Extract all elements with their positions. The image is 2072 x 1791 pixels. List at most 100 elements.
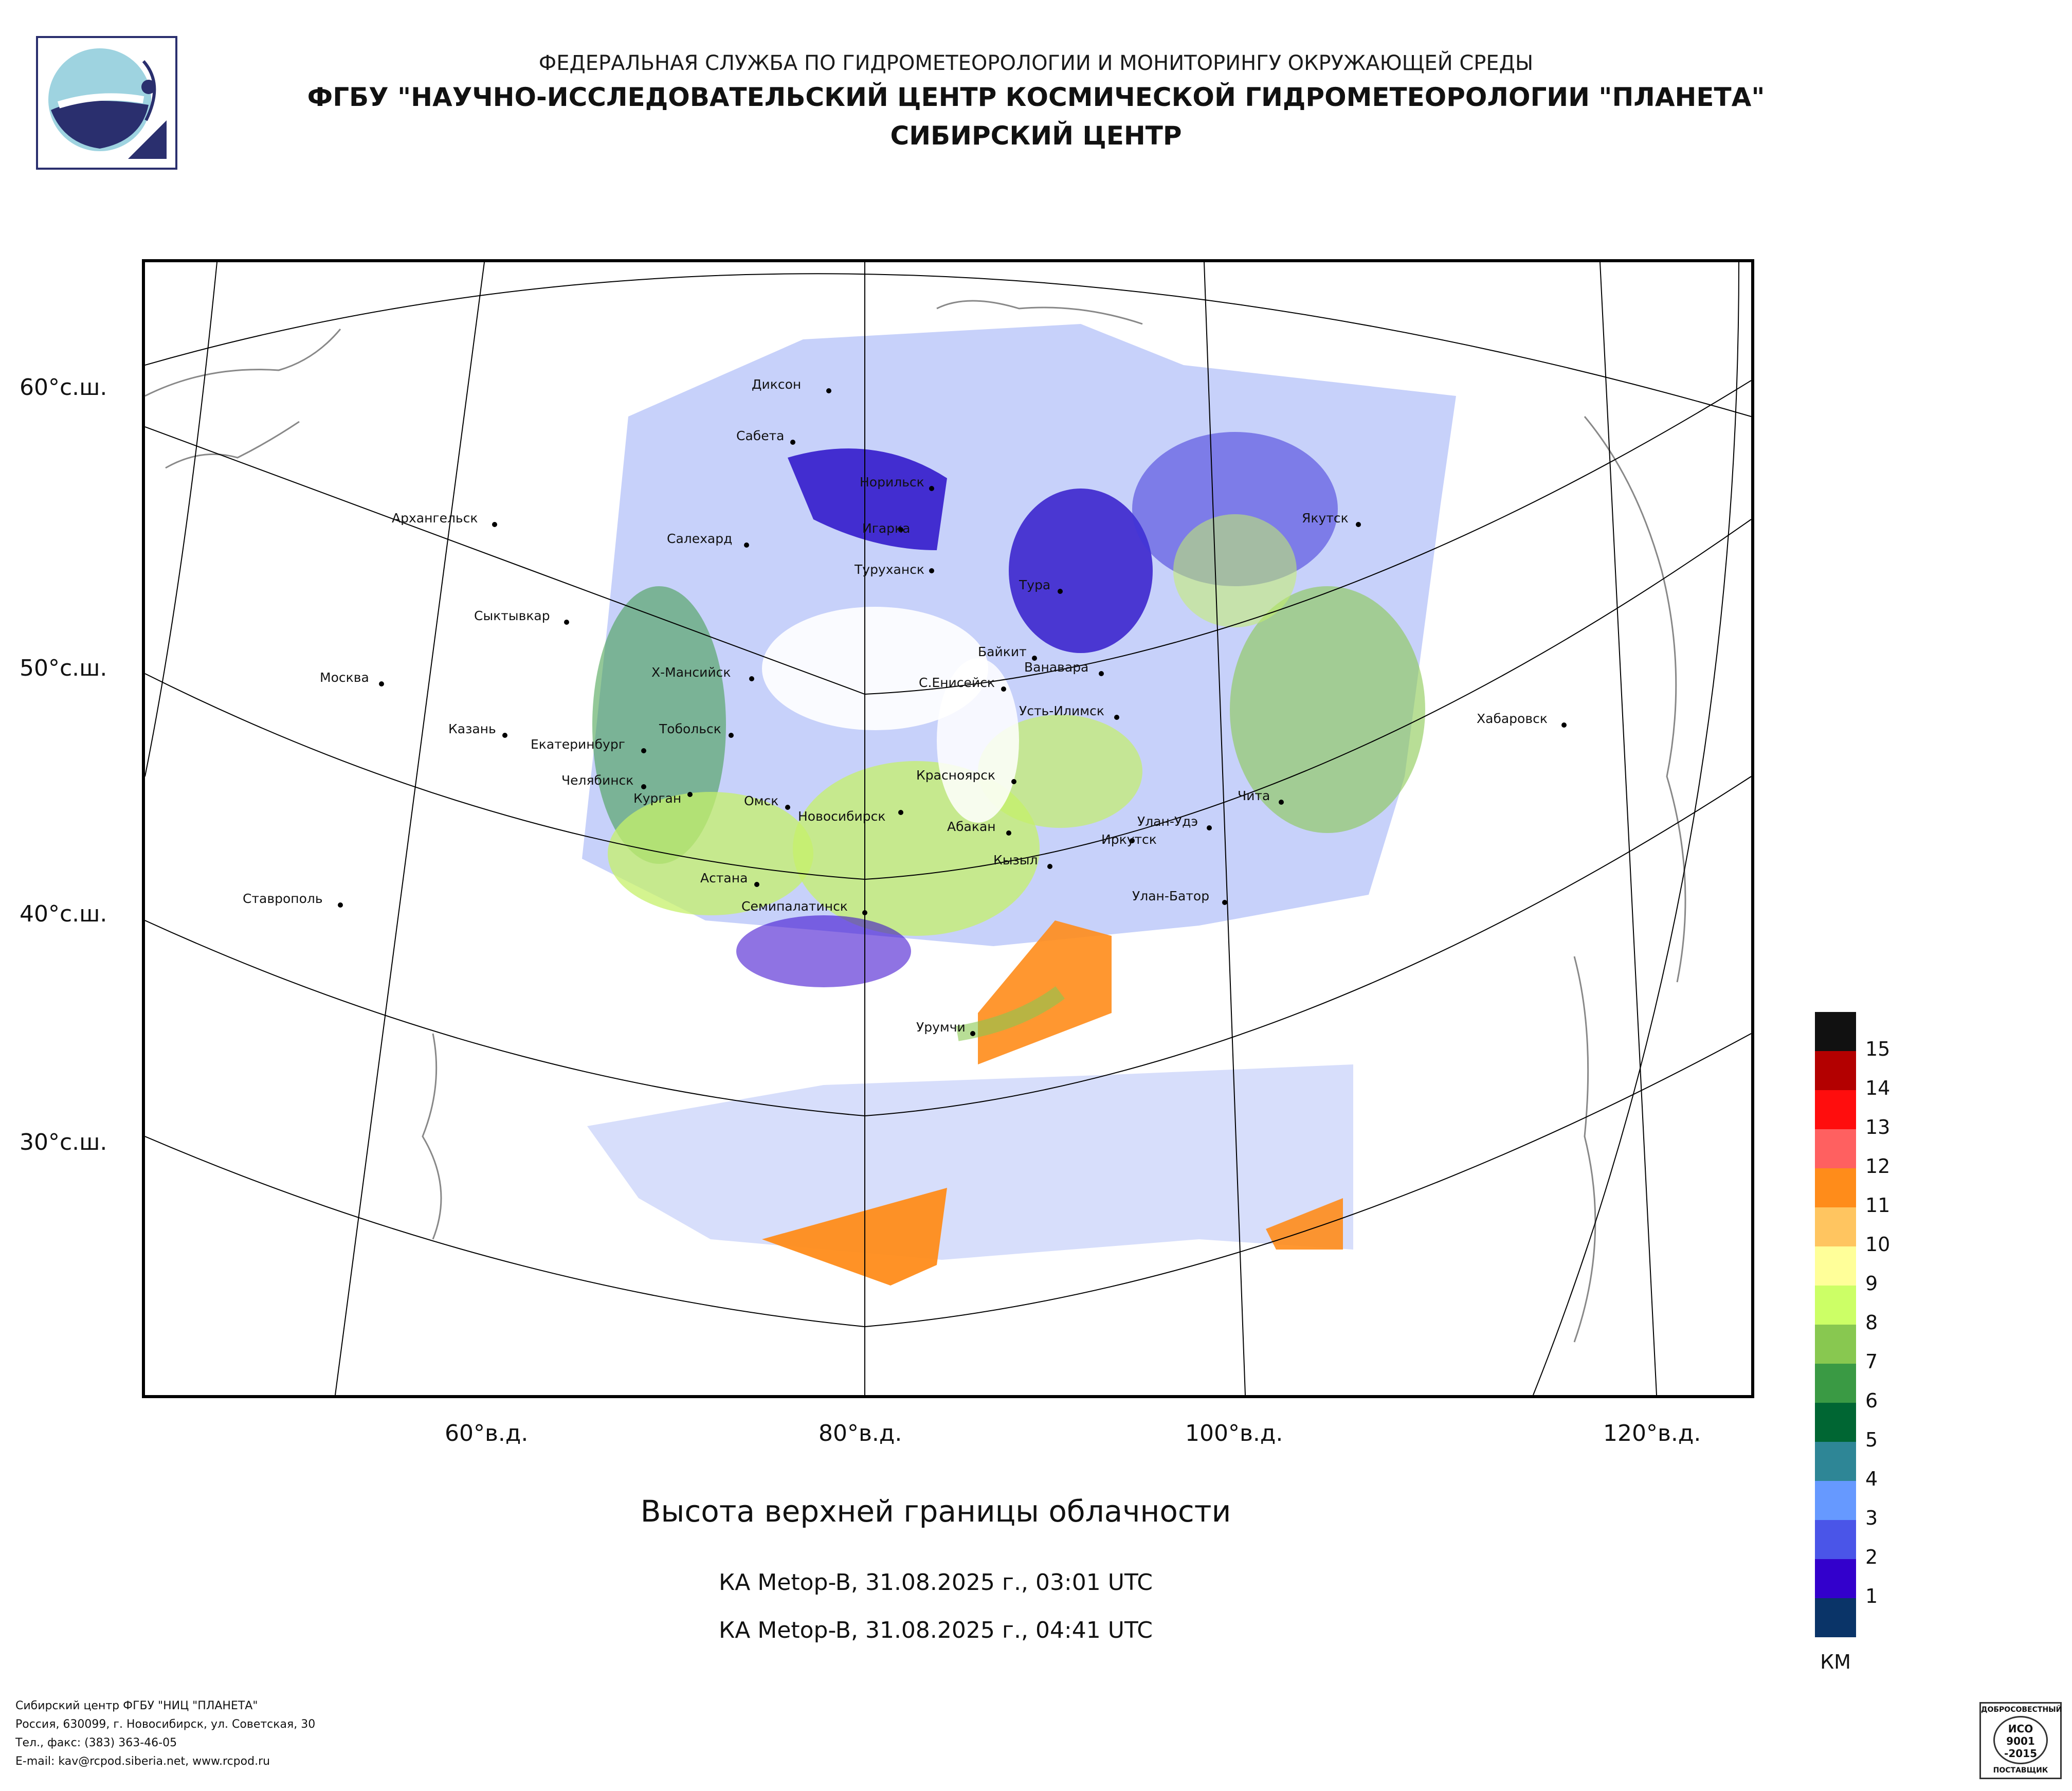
city-label: Омск: [744, 793, 778, 808]
city-tobolsk: Тобольск: [659, 721, 734, 738]
lon-label-100: 100°в.д.: [1185, 1420, 1283, 1446]
city-dikson: Диксон: [752, 377, 831, 393]
legend-swatch-2: [1815, 1559, 1856, 1598]
city-label: Архангельск: [392, 511, 478, 526]
city-label: Усть-Илимск: [1019, 703, 1104, 718]
lat-label-60: 60°с.ш.: [20, 374, 107, 401]
city-irkutsk: Иркутск: [1101, 832, 1157, 847]
city-omsk: Омск: [744, 793, 790, 810]
legend-label: 12: [1865, 1155, 1891, 1178]
city-label: Абакан: [947, 819, 996, 834]
city-astana: Астана: [700, 871, 759, 887]
city-stavropol: Ставрополь: [243, 891, 343, 908]
city-tura: Тура: [1019, 577, 1063, 594]
legend-label: 2: [1865, 1546, 1878, 1568]
pass-2: КА Metop-B, 31.08.2025 г., 04:41 UTC: [719, 1617, 1153, 1643]
legend-label: 5: [1865, 1428, 1878, 1451]
lat-label-30: 30°с.ш.: [20, 1129, 107, 1155]
city-label: Астана: [700, 871, 748, 885]
lat-label-40: 40°с.ш.: [20, 901, 107, 927]
legend-label: 7: [1865, 1350, 1878, 1373]
city-ulaanbaatar: Улан-Батор: [1132, 889, 1227, 905]
city-label: Курган: [633, 791, 681, 806]
color-legend: [1815, 1012, 1856, 1637]
legend-label: 13: [1865, 1116, 1891, 1138]
city-label: Чита: [1238, 788, 1270, 803]
legend-swatch-13: [1815, 1129, 1856, 1168]
city-chelyabinsk: Челябинск: [561, 773, 646, 789]
legend-label: 15: [1865, 1038, 1891, 1060]
legend-label: 9: [1865, 1272, 1878, 1295]
legend-swatch-4: [1815, 1481, 1856, 1520]
graticule: [145, 262, 1751, 1395]
lat-label-50: 50°с.ш.: [20, 655, 107, 681]
legend-label: 14: [1865, 1077, 1891, 1099]
pass-1: КА Metop-B, 31.08.2025 г., 03:01 UTC: [719, 1569, 1153, 1596]
swath-upper: [582, 324, 1456, 987]
footer-contacts: Сибирский центр ФГБУ "НИЦ "ПЛАНЕТА" Росс…: [15, 1697, 315, 1771]
city-label: Екатеринбург: [531, 737, 625, 752]
legend-swatch-9: [1815, 1286, 1856, 1325]
legend-swatch-10: [1815, 1246, 1856, 1286]
city-label: Сабета: [736, 428, 784, 443]
city-abakan: Абакан: [947, 819, 1011, 836]
city-label: Ванавара: [1024, 660, 1088, 675]
legend-swatch-14: [1815, 1090, 1856, 1129]
city-vanavara: Ванавара: [1024, 660, 1104, 676]
city-kyzyl: Кызыл: [993, 853, 1052, 869]
city-label: Семипалатинск: [741, 899, 848, 914]
city-label: Новосибирск: [798, 809, 886, 824]
legend-swatch-5: [1815, 1442, 1856, 1481]
city-s-eniseisk: С.Енисейск: [919, 675, 1006, 692]
map-title: Высота верхней границы облачности: [640, 1494, 1231, 1529]
lon-label-120: 120°в.д.: [1603, 1420, 1701, 1446]
legend-swatch-6: [1815, 1403, 1856, 1442]
city-kurgan: Курган: [633, 791, 693, 806]
cloud-top-map: Диксон Сабета Норильск Игарка Салехард Т…: [145, 262, 1751, 1395]
footer-address: Россия, 630099, г. Новосибирск, ул. Сове…: [15, 1718, 316, 1731]
cert-circle: ИСО 9001 -2015: [1993, 1716, 2048, 1764]
city-label: Челябинск: [561, 773, 633, 788]
swath-lower: [587, 920, 1353, 1286]
cert-line3: -2015: [2004, 1747, 2037, 1760]
city-chita: Чита: [1238, 788, 1284, 805]
legend-units: КМ: [1820, 1651, 1851, 1673]
header-agency: ФЕДЕРАЛЬНАЯ СЛУЖБА ПО ГИДРОМЕТЕОРОЛОГИИ …: [538, 51, 1534, 75]
city-label: Якутск: [1302, 511, 1349, 526]
city-urumqi: Урумчи: [916, 1020, 975, 1036]
footer-phone: Тел., факс: (383) 363-46-05: [15, 1736, 177, 1749]
legend-label: 10: [1865, 1233, 1891, 1256]
city-label: Иркутск: [1101, 832, 1157, 847]
city-label: Урумчи: [916, 1020, 966, 1035]
city-kazan: Казань: [448, 721, 507, 738]
footer-org: Сибирский центр ФГБУ "НИЦ "ПЛАНЕТА": [15, 1699, 258, 1712]
cert-top: ДОБРОСОВЕСТНЫЙ: [1981, 1706, 2062, 1714]
legend-label: 11: [1865, 1194, 1891, 1217]
cert-line2: 9001: [2006, 1735, 2035, 1747]
legend-label: 8: [1865, 1311, 1878, 1334]
cert-line1: ИСО: [2008, 1723, 2033, 1735]
footer-email: E-mail: kav@rcpod.siberia.net, www.rcpod…: [15, 1755, 270, 1768]
city-label: Тура: [1019, 577, 1050, 592]
header-center: ФГБУ "НАУЧНО-ИССЛЕДОВАТЕЛЬСКИЙ ЦЕНТР КОС…: [307, 82, 1765, 112]
city-label: Тобольск: [659, 721, 721, 736]
city-sabeta: Сабета: [736, 428, 795, 445]
city-markers: Диксон Сабета Норильск Игарка Салехард Т…: [243, 377, 1567, 1036]
legend-swatch-16: [1815, 1012, 1856, 1051]
city-label: Красноярск: [916, 768, 995, 783]
legend-label: 3: [1865, 1507, 1878, 1529]
city-label: Байкит: [978, 644, 1027, 659]
legend-label: 4: [1865, 1468, 1878, 1490]
city-label: Диксон: [752, 377, 801, 392]
city-label: Игарка: [862, 521, 910, 536]
lon-label-80: 80°в.д.: [819, 1420, 902, 1446]
legend-swatch-8: [1815, 1325, 1856, 1364]
city-label: С.Енисейск: [919, 675, 995, 690]
coastlines: [145, 300, 1686, 1343]
city-label: Москва: [320, 670, 369, 685]
legend-label: 1: [1865, 1585, 1878, 1607]
legend-swatch-12: [1815, 1168, 1856, 1207]
city-yakutsk: Якутск: [1302, 511, 1361, 527]
map-frame: Диксон Сабета Норильск Игарка Салехард Т…: [142, 259, 1754, 1398]
cert-bottom: ПОСТАВЩИК: [1993, 1766, 2048, 1775]
